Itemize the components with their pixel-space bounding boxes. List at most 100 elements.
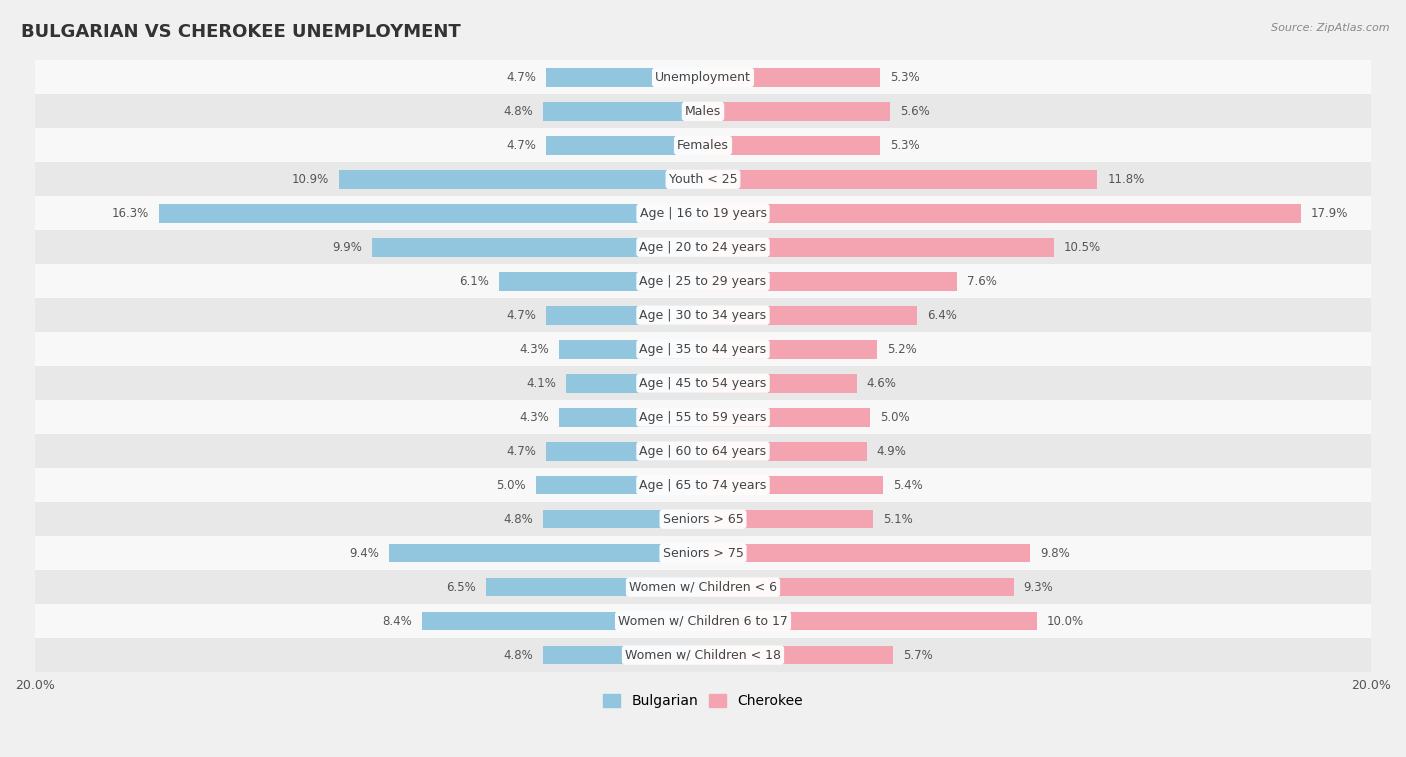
Text: 7.6%: 7.6% [967,275,997,288]
Bar [35,604,1371,638]
Bar [35,196,1371,230]
Bar [389,544,703,562]
Bar [35,298,1371,332]
Text: Seniors > 65: Seniors > 65 [662,512,744,525]
Bar [703,476,883,494]
Text: 5.1%: 5.1% [883,512,912,525]
Text: 4.3%: 4.3% [520,411,550,424]
Bar [546,68,703,87]
Bar [543,646,703,665]
Bar [703,238,1053,257]
Text: Age | 30 to 34 years: Age | 30 to 34 years [640,309,766,322]
Text: 5.4%: 5.4% [893,478,924,491]
Bar [546,136,703,154]
Text: 9.9%: 9.9% [332,241,363,254]
Bar [703,136,880,154]
Text: 6.1%: 6.1% [460,275,489,288]
Text: Age | 60 to 64 years: Age | 60 to 64 years [640,444,766,458]
Bar [546,306,703,325]
Text: Women w/ Children < 18: Women w/ Children < 18 [626,649,780,662]
Bar [543,509,703,528]
Bar [373,238,703,257]
Text: Age | 45 to 54 years: Age | 45 to 54 years [640,377,766,390]
Text: 4.3%: 4.3% [520,343,550,356]
Text: Age | 20 to 24 years: Age | 20 to 24 years [640,241,766,254]
Bar [499,272,703,291]
Text: 5.2%: 5.2% [887,343,917,356]
Bar [159,204,703,223]
Bar [35,502,1371,536]
Bar [35,468,1371,502]
Bar [703,612,1038,631]
Text: 4.7%: 4.7% [506,309,536,322]
Bar [35,400,1371,435]
Bar [35,536,1371,570]
Bar [536,476,703,494]
Text: Unemployment: Unemployment [655,71,751,84]
Bar [703,306,917,325]
Bar [703,578,1014,597]
Bar [422,612,703,631]
Text: 6.4%: 6.4% [927,309,956,322]
Text: BULGARIAN VS CHEROKEE UNEMPLOYMENT: BULGARIAN VS CHEROKEE UNEMPLOYMENT [21,23,461,41]
Text: 9.8%: 9.8% [1040,547,1070,559]
Bar [703,646,893,665]
Bar [703,442,866,460]
Text: Males: Males [685,105,721,118]
Text: Women w/ Children < 6: Women w/ Children < 6 [628,581,778,593]
Text: 4.1%: 4.1% [526,377,555,390]
Text: 9.4%: 9.4% [349,547,380,559]
Text: Source: ZipAtlas.com: Source: ZipAtlas.com [1271,23,1389,33]
Text: 5.0%: 5.0% [880,411,910,424]
Bar [543,102,703,120]
Text: 16.3%: 16.3% [111,207,149,220]
Text: 4.8%: 4.8% [503,105,533,118]
Bar [35,162,1371,196]
Text: 5.6%: 5.6% [900,105,929,118]
Bar [703,68,880,87]
Bar [35,435,1371,468]
Bar [35,61,1371,95]
Text: Seniors > 75: Seniors > 75 [662,547,744,559]
Text: 4.7%: 4.7% [506,139,536,152]
Text: Females: Females [678,139,728,152]
Bar [339,170,703,188]
Text: 8.4%: 8.4% [382,615,412,628]
Bar [703,102,890,120]
Text: 5.0%: 5.0% [496,478,526,491]
Text: 6.5%: 6.5% [446,581,475,593]
Bar [703,408,870,426]
Text: 10.5%: 10.5% [1064,241,1101,254]
Text: 5.7%: 5.7% [904,649,934,662]
Bar [560,340,703,359]
Bar [35,264,1371,298]
Bar [703,374,856,393]
Bar [703,170,1097,188]
Text: 5.3%: 5.3% [890,71,920,84]
Bar [703,204,1301,223]
Bar [703,272,957,291]
Bar [703,509,873,528]
Text: 4.8%: 4.8% [503,649,533,662]
Text: Age | 25 to 29 years: Age | 25 to 29 years [640,275,766,288]
Bar [35,332,1371,366]
Text: 9.3%: 9.3% [1024,581,1053,593]
Bar [703,544,1031,562]
Text: 5.3%: 5.3% [890,139,920,152]
Bar [35,129,1371,162]
Text: Women w/ Children 6 to 17: Women w/ Children 6 to 17 [619,615,787,628]
Bar [546,442,703,460]
Text: 4.8%: 4.8% [503,512,533,525]
Bar [35,638,1371,672]
Text: Age | 65 to 74 years: Age | 65 to 74 years [640,478,766,491]
Text: 10.9%: 10.9% [291,173,329,186]
Text: 17.9%: 17.9% [1310,207,1348,220]
Text: Age | 35 to 44 years: Age | 35 to 44 years [640,343,766,356]
Bar [35,366,1371,400]
Text: 4.6%: 4.6% [866,377,897,390]
Bar [35,95,1371,129]
Bar [35,570,1371,604]
Text: 4.7%: 4.7% [506,71,536,84]
Legend: Bulgarian, Cherokee: Bulgarian, Cherokee [598,689,808,714]
Bar [35,230,1371,264]
